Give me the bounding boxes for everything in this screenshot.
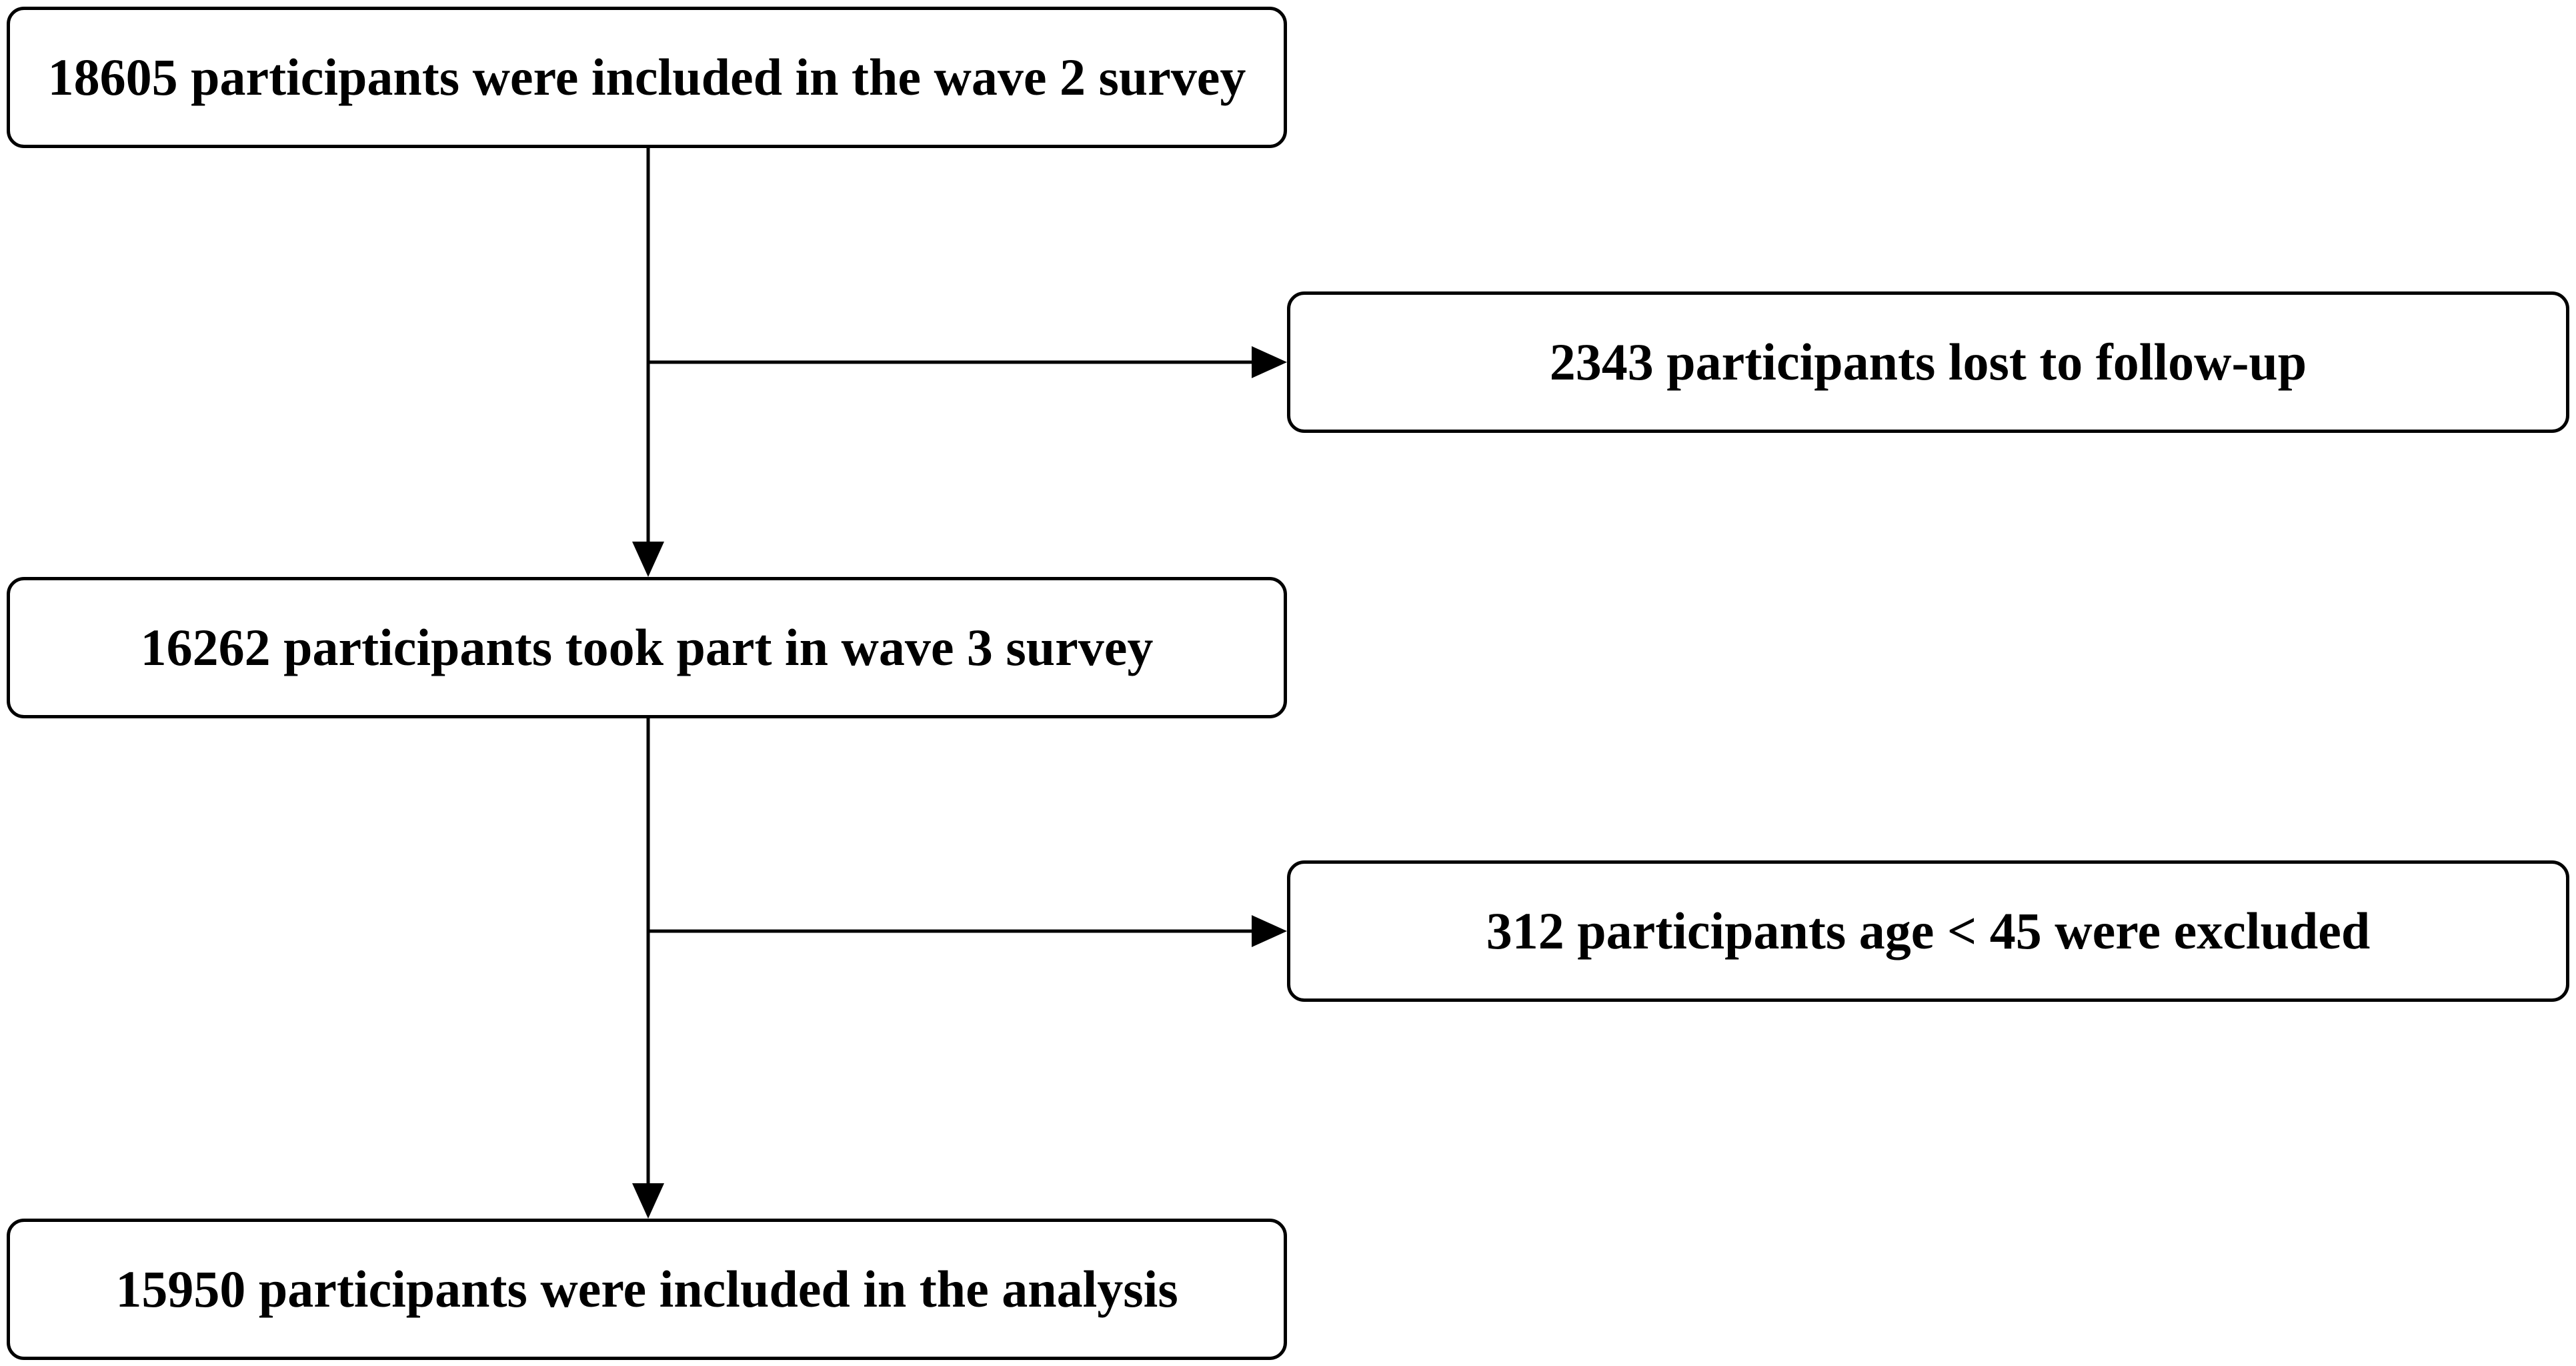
- box-wave3-label: 16262 participants took part in wave 3 s…: [140, 618, 1154, 676]
- arrowhead-excluded: [1252, 915, 1287, 947]
- box-lost-to-follow-up: 2343 participants lost to follow-up: [1287, 291, 2569, 433]
- box-analysis-label: 15950 participants were included in the …: [115, 1260, 1178, 1318]
- box-excluded-label: 312 participants age < 45 were excluded: [1486, 902, 2371, 960]
- arrowhead-analysis: [632, 1183, 664, 1219]
- box-lost-label: 2343 participants lost to follow-up: [1549, 333, 2307, 391]
- box-wave2-survey: 18605 participants were included in the …: [7, 7, 1287, 148]
- arrowhead-lost: [1252, 346, 1287, 378]
- box-analysis: 15950 participants were included in the …: [7, 1219, 1287, 1360]
- box-wave2-label: 18605 participants were included in the …: [47, 48, 1246, 106]
- arrowhead-wave3: [632, 542, 664, 577]
- box-age-excluded: 312 participants age < 45 were excluded: [1287, 860, 2569, 1002]
- box-wave3-survey: 16262 participants took part in wave 3 s…: [7, 577, 1287, 718]
